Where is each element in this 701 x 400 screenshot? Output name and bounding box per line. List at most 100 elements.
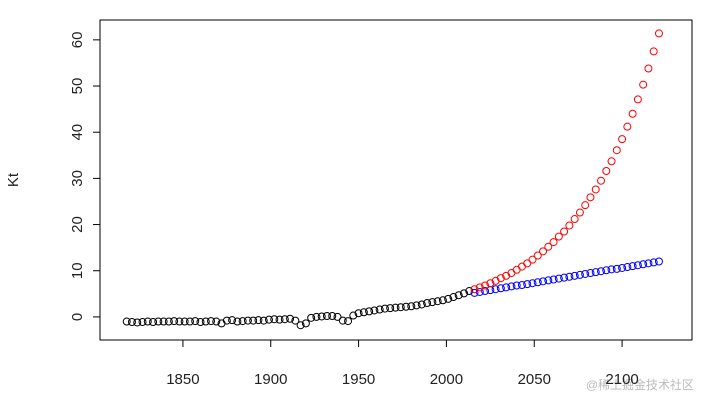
point [207,317,216,326]
point [238,317,247,326]
point [649,258,658,267]
point [228,316,237,325]
point [496,274,505,283]
point [481,281,490,290]
point [533,278,542,287]
point [628,109,637,118]
point [380,304,389,313]
point [127,317,136,326]
point [591,185,600,194]
point [249,316,258,325]
point [386,304,395,313]
point [280,315,289,324]
point [417,300,426,309]
point [565,272,574,281]
point [528,279,537,288]
point [122,317,131,326]
point [222,316,231,325]
point [560,227,569,236]
point [607,157,616,166]
point [454,291,463,300]
point [633,95,642,104]
point [365,307,374,316]
point [180,317,189,326]
point [517,281,526,290]
point [528,255,537,264]
point [402,302,411,311]
point [138,317,147,326]
point [602,266,611,275]
point [612,146,621,155]
point [523,259,532,268]
y-tick-label: 20 [69,216,86,233]
point [639,260,648,269]
point [333,312,342,321]
x-tick-label: 1900 [254,371,287,388]
point [438,296,447,305]
point [512,281,521,290]
point [586,193,595,202]
x-tick-label: 2100 [605,371,638,388]
point [496,284,505,293]
point [628,262,637,271]
point [475,283,484,292]
point [317,312,326,321]
point [549,275,558,284]
point [396,303,405,312]
point [539,277,548,286]
point [159,317,168,326]
point [623,263,632,272]
point [338,316,347,325]
point [291,316,300,325]
point [644,64,653,73]
point [607,265,616,274]
point [560,273,569,282]
point [639,80,648,89]
point [565,221,574,230]
point [654,257,663,266]
point [296,321,305,330]
point [344,317,353,326]
point [433,297,442,306]
point [539,247,548,256]
point [175,317,184,326]
point [602,166,611,175]
point [212,317,221,326]
point [322,311,331,320]
point [354,309,363,318]
point [618,135,627,144]
point [233,317,242,326]
point [544,242,553,251]
point [570,215,579,224]
point [644,259,653,268]
point [470,285,479,294]
point [581,269,590,278]
point [412,301,421,310]
y-tick-label: 10 [69,262,86,279]
point [649,47,658,56]
point [481,287,490,296]
point [465,287,474,296]
point [328,311,337,320]
point [301,319,310,328]
point [544,276,553,285]
point [533,251,542,260]
point [164,317,173,326]
point [254,316,263,325]
point [633,261,642,270]
point [444,294,453,303]
point [154,317,163,326]
point [523,280,532,289]
point [196,317,205,326]
point [312,312,321,321]
point [133,318,142,327]
y-tick-label: 60 [69,32,86,49]
point [370,306,379,315]
point [191,317,200,326]
x-tick-label: 1850 [166,371,199,388]
point [612,264,621,273]
point [597,176,606,185]
point [586,269,595,278]
point [575,208,584,217]
point [597,267,606,276]
